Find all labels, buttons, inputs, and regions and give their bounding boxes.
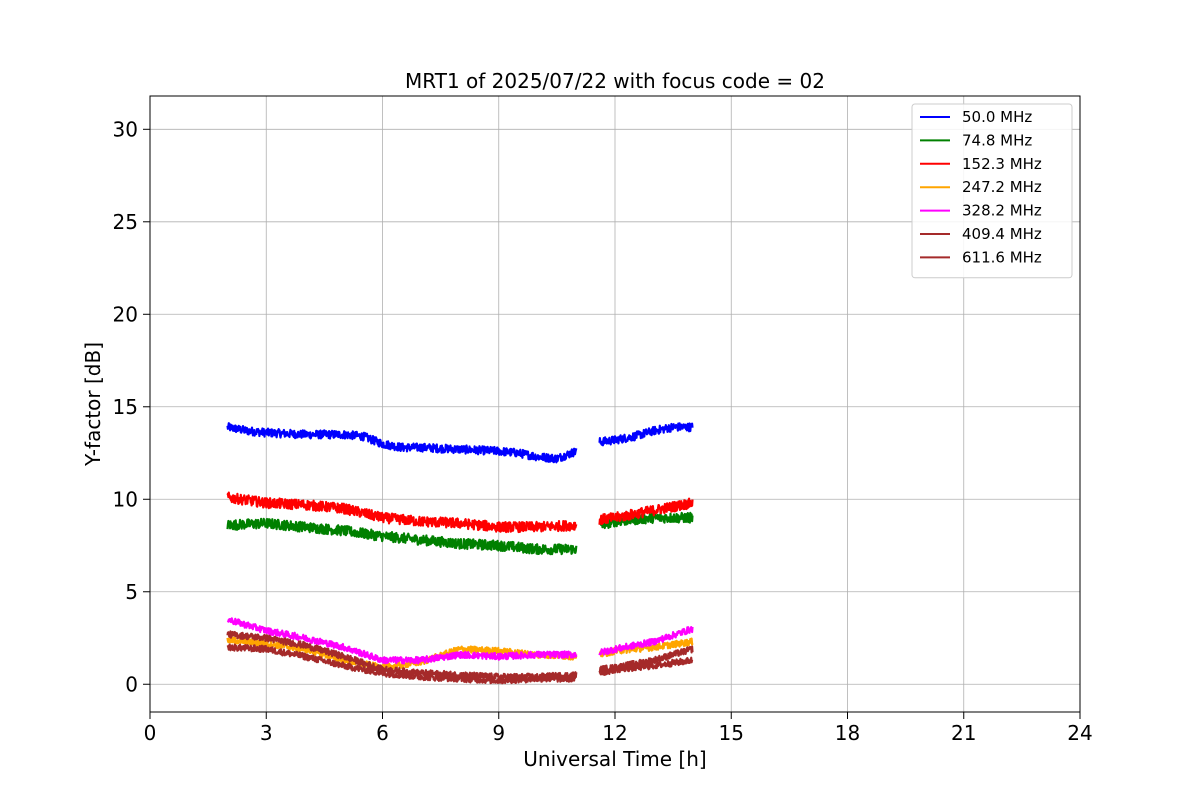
- series-4: [226, 617, 694, 665]
- legend-label: 74.8 MHz: [962, 131, 1032, 149]
- legend-box: [911, 103, 1073, 279]
- series-line: [226, 643, 577, 685]
- series-layer: [226, 422, 694, 685]
- y-tick-label: 5: [125, 580, 138, 604]
- legend-label: 409.4 MHz: [962, 225, 1042, 243]
- series-line: [226, 491, 578, 534]
- y-axis: 0 5 10 15 20 25 30: [113, 117, 150, 696]
- y-tick-label: 10: [113, 487, 138, 511]
- x-tick-label: 18: [835, 721, 860, 745]
- series-line: [226, 617, 578, 665]
- y-tick-label: 20: [113, 302, 138, 326]
- series-line: [598, 497, 694, 526]
- series-line: [226, 422, 578, 464]
- series-line: [598, 626, 694, 656]
- x-axis-label: Universal Time [h]: [523, 747, 706, 771]
- x-tick-label: 9: [492, 721, 505, 745]
- legend-label: 328.2 MHz: [962, 202, 1042, 220]
- x-tick-label: 3: [260, 721, 273, 745]
- x-tick-label: 24: [1067, 721, 1092, 745]
- legend: 50.0 MHz 74.8 MHz 152.3 MHz 247.2 MHz 328.2 …: [911, 103, 1073, 279]
- series-2: [226, 491, 694, 534]
- x-tick-label: 12: [602, 721, 627, 745]
- x-tick-label: 15: [719, 721, 744, 745]
- series-line: [598, 656, 694, 676]
- plot-area: [226, 422, 694, 685]
- y-tick-label: 25: [113, 210, 138, 234]
- series-line: [598, 645, 694, 674]
- x-tick-label: 0: [144, 721, 157, 745]
- legend-label: 247.2 MHz: [962, 178, 1042, 196]
- legend-label: 611.6 MHz: [962, 248, 1042, 266]
- chart-title: MRT1 of 2025/07/22 with focus code = 02: [405, 69, 825, 93]
- legend-label: 152.3 MHz: [962, 155, 1042, 173]
- x-axis: 0 3 6 9 12 15 18 21 24: [144, 712, 1093, 745]
- y-tick-label: 30: [113, 117, 138, 141]
- x-tick-label: 21: [951, 721, 976, 745]
- series-line: [598, 422, 694, 447]
- y-axis-label: Y-factor [dB]: [81, 342, 105, 467]
- series-6: [226, 643, 694, 685]
- legend-label: 50.0 MHz: [962, 108, 1032, 126]
- y-tick-label: 0: [125, 672, 138, 696]
- series-line: [226, 517, 578, 556]
- y-tick-label: 15: [113, 395, 138, 419]
- series-0: [226, 422, 694, 464]
- x-tick-label: 6: [376, 721, 389, 745]
